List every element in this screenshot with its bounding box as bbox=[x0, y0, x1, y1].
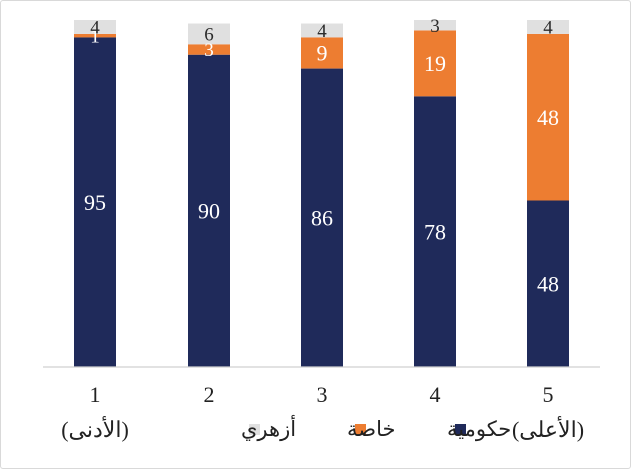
bars-group bbox=[74, 20, 569, 368]
bar-segment-2-cat-1 bbox=[74, 33, 116, 38]
data-label-2-cat-4: 19 bbox=[424, 51, 446, 76]
x-tick-label-2: 2 bbox=[204, 382, 215, 407]
data-label-1-cat-2: 90 bbox=[198, 199, 220, 224]
bar-segment-3-cat-2 bbox=[188, 23, 230, 45]
x-tick-label-1: 1 bbox=[90, 382, 101, 407]
legend-label-1: حكومية bbox=[447, 417, 511, 442]
data-label-3-cat-2: 6 bbox=[204, 25, 214, 46]
bar-segment-1-cat-5 bbox=[527, 200, 569, 367]
x-tick-label-3: 3 bbox=[317, 382, 328, 407]
data-label-3-cat-5: 4 bbox=[543, 18, 553, 39]
data-label-3-cat-1: 4 bbox=[90, 18, 100, 39]
data-label-1-cat-4: 78 bbox=[424, 219, 446, 244]
legend-marker-2 bbox=[355, 424, 366, 435]
x-tick-sublabel-1: (الأدنى) bbox=[61, 415, 129, 442]
bar-segment-3-cat-4 bbox=[414, 20, 456, 31]
legend-label-3: أزهري bbox=[241, 414, 296, 442]
bar-segment-1-cat-2 bbox=[188, 54, 230, 367]
legend-marker-3 bbox=[249, 424, 260, 435]
legend: حكومية خاصة أزهري bbox=[241, 414, 511, 442]
data-label-3-cat-3: 4 bbox=[317, 21, 327, 42]
x-tick-labels-group: 1 (الأدنى) 2 3 4 5 (الأعلى) bbox=[61, 382, 584, 442]
bar-segment-1-cat-4 bbox=[414, 96, 456, 368]
bar-segment-1-cat-1 bbox=[74, 37, 116, 368]
bar-segment-2-cat-4 bbox=[414, 30, 456, 97]
bar-segment-2-cat-3 bbox=[301, 37, 343, 69]
bar-segment-3-cat-3 bbox=[301, 23, 343, 38]
bar-segment-2-cat-5 bbox=[527, 33, 569, 201]
bar-segment-2-cat-2 bbox=[188, 44, 230, 55]
data-label-2-cat-5: 48 bbox=[537, 105, 559, 130]
data-label-1-cat-1: 95 bbox=[84, 190, 106, 215]
data-label-3-cat-4: 3 bbox=[430, 16, 440, 37]
data-label-1-cat-5: 48 bbox=[537, 271, 559, 296]
x-tick-label-4: 4 bbox=[430, 382, 441, 407]
bar-segment-1-cat-3 bbox=[301, 68, 343, 367]
bar-segment-3-cat-1 bbox=[74, 20, 116, 34]
legend-marker-1 bbox=[455, 424, 466, 435]
data-label-2-cat-2: 3 bbox=[204, 40, 214, 61]
legend-label-2: خاصة bbox=[347, 417, 395, 441]
data-label-1-cat-3: 86 bbox=[311, 206, 333, 231]
bar-segment-3-cat-5 bbox=[527, 20, 569, 34]
x-tick-sublabel-5: (الأعلى) bbox=[512, 415, 584, 442]
x-tick-label-5: 5 bbox=[543, 382, 554, 407]
data-label-2-cat-1: 1 bbox=[90, 26, 100, 47]
data-label-2-cat-3: 9 bbox=[317, 41, 328, 66]
